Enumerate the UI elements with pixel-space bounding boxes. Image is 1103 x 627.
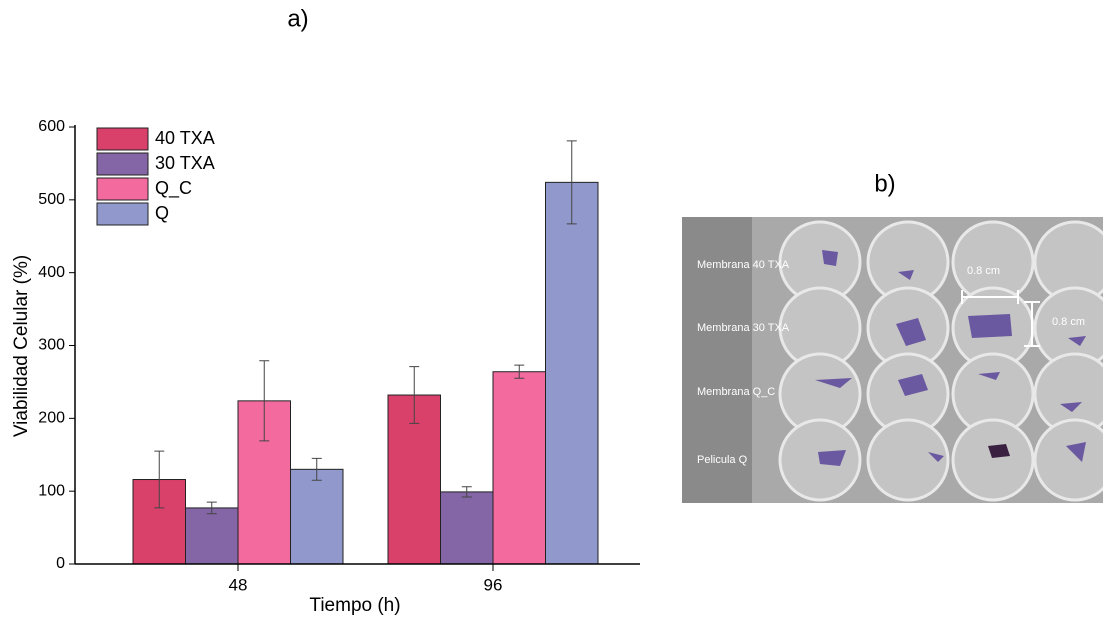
bar [290, 468, 344, 565]
panel-label: a) [287, 5, 308, 32]
photo-edge [682, 217, 752, 503]
error-bar [259, 360, 270, 442]
x-tick-label: 48 [229, 575, 248, 594]
legend-swatch [96, 127, 149, 151]
row-label: Membrana 30 TXA [697, 322, 790, 334]
wells [778, 220, 1103, 502]
y-tick-label: 500 [38, 191, 65, 208]
y-tick-label: 300 [38, 337, 65, 354]
y-tick-label: 0 [56, 555, 65, 572]
bar [440, 491, 494, 565]
panel-label: b) [874, 170, 895, 197]
error-bar [409, 366, 420, 424]
x-tick-label: 96 [484, 575, 503, 594]
row-label: Membrana 40 TXA [697, 259, 790, 271]
error-bar [311, 457, 322, 481]
error-bar [514, 364, 525, 379]
x-axis-label: Tiempo (h) [309, 595, 400, 616]
legend-label: Q [155, 203, 169, 223]
y-axis-label: Viabilidad Celular (%) [11, 255, 32, 437]
scale-bars [961, 290, 1040, 347]
y-tick-label: 600 [38, 118, 65, 135]
y-tick-label: 200 [38, 410, 65, 427]
legend-label: 30 TXA [155, 153, 215, 173]
y-tick-label: 400 [38, 264, 65, 281]
bar [132, 479, 186, 565]
bar [492, 371, 546, 565]
error-bar [461, 486, 472, 498]
legend-swatch [96, 152, 149, 176]
legend-label: 40 TXA [155, 128, 215, 148]
row-label: Membrana Q_C [697, 386, 775, 398]
row-label: Pelicula Q [697, 454, 748, 466]
legend-swatch [96, 177, 149, 201]
dimension-label: 0.8 cm [967, 265, 1000, 277]
legend-swatch [96, 202, 149, 226]
photo: Membrana 40 TXA Membrana 30 TXA Membrana… [682, 217, 1103, 503]
y-tick-label: 100 [38, 482, 65, 499]
error-bar [566, 140, 577, 225]
legend-label: Q_C [155, 178, 192, 199]
error-bar [154, 450, 165, 509]
error-bar [206, 501, 217, 515]
bar [185, 507, 239, 565]
dimension-label: 0.8 cm [1052, 316, 1085, 328]
samples [815, 250, 1086, 466]
bar [545, 181, 599, 565]
